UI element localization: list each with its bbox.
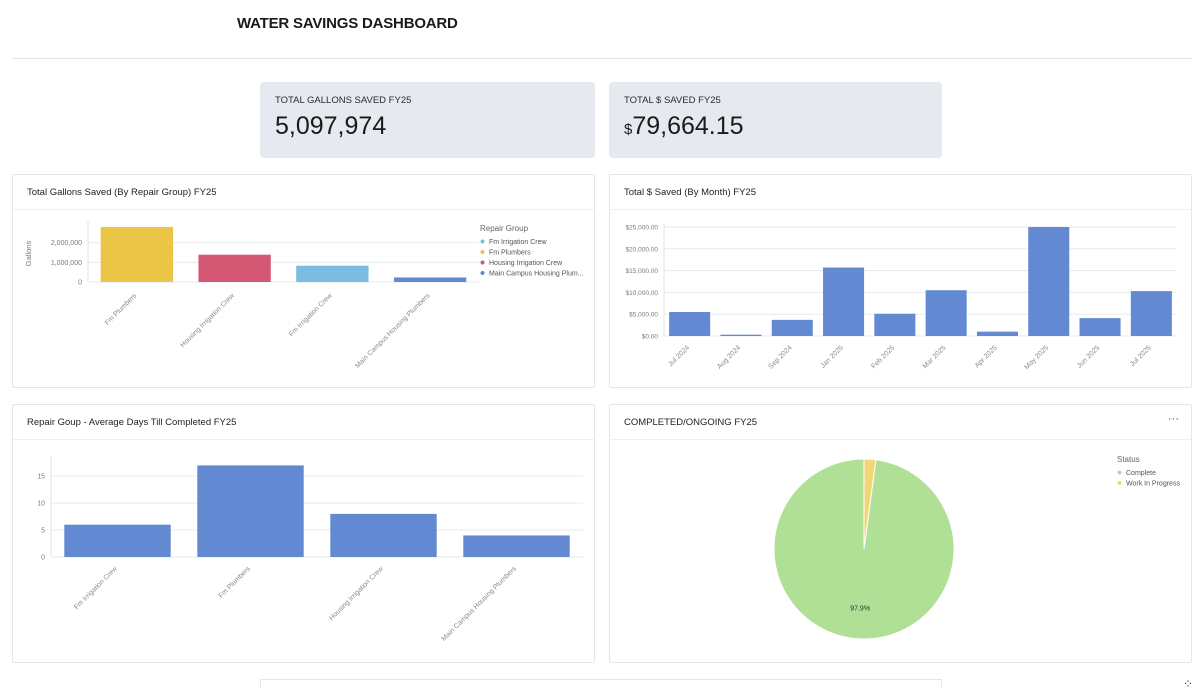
y-tick-label: 2,000,000 bbox=[51, 240, 82, 247]
panel-divider bbox=[610, 209, 1191, 210]
panel-title: Repair Goup - Average Days Till Complete… bbox=[27, 417, 237, 428]
x-tick-label: Feb 2025 bbox=[870, 344, 896, 370]
x-tick-label: Housing Irrigation Crew bbox=[328, 565, 385, 622]
x-tick-label: Main Campus Housing Plumbers bbox=[441, 565, 519, 643]
bar bbox=[393, 277, 467, 282]
avg-days-bar-chart: 0 5 10 15 Fm Irrigation Crew Fm Plumbers Housi… bbox=[37, 456, 583, 643]
panel-title: Total Gallons Saved (By Repair Group) FY… bbox=[27, 187, 217, 198]
bar bbox=[874, 313, 916, 336]
panel-completed-ongoing: COMPLETED/ONGOING FY25 ··· 97.9% Status Co… bbox=[609, 404, 1192, 663]
kpi-card-gallons: TOTAL GALLONS SAVED FY25 5,097,974 bbox=[260, 82, 595, 158]
bar bbox=[823, 267, 865, 336]
panel-title: COMPLETED/ONGOING FY25 bbox=[624, 417, 758, 428]
y-axis-label: Gallons bbox=[24, 241, 33, 267]
kpi-number: 5,097,974 bbox=[275, 112, 387, 140]
bar bbox=[771, 319, 813, 336]
kpi-label: TOTAL $ SAVED FY25 bbox=[624, 95, 721, 106]
next-panel-edge bbox=[260, 679, 942, 687]
x-tick-label: May 2025 bbox=[1023, 344, 1050, 371]
legend-label: Complete bbox=[1126, 470, 1156, 477]
panel-divider bbox=[13, 439, 594, 440]
x-tick-label: Fm Irrigation Crew bbox=[288, 292, 334, 338]
bar bbox=[1028, 227, 1070, 336]
bar bbox=[925, 290, 967, 336]
status-pie-chart: 97.9% Status Complete Work In Progress bbox=[773, 455, 1180, 640]
more-horizontal-icon[interactable]: ··· bbox=[1168, 413, 1179, 425]
page-title: WATER SAVINGS DASHBOARD bbox=[237, 15, 458, 32]
bar bbox=[197, 465, 304, 557]
bar bbox=[669, 312, 711, 336]
legend-swatch bbox=[480, 271, 485, 275]
legend-swatch bbox=[480, 260, 485, 265]
header-divider bbox=[12, 58, 1192, 59]
x-tick-label: Fm Irrigation Crew bbox=[73, 565, 119, 611]
x-tick-label: Fm Plumbers bbox=[218, 565, 253, 600]
x-tick-label: Jun 2025 bbox=[1076, 344, 1101, 369]
pie-slice bbox=[863, 458, 877, 550]
panel-divider bbox=[13, 209, 594, 210]
panel-dollars-by-month: Total $ Saved (By Month) FY25 $0.00 $5,00… bbox=[609, 174, 1192, 388]
x-tick-label: Sep 2024 bbox=[768, 344, 794, 370]
x-tick-label: Jul 2024 bbox=[667, 344, 691, 368]
y-tick-label: $15,000.00 bbox=[625, 268, 658, 275]
legend-label: Fm Irrigation Crew bbox=[489, 239, 548, 246]
bar bbox=[64, 524, 171, 557]
bar bbox=[198, 254, 271, 282]
legend-label: Housing Irrigation Crew bbox=[489, 260, 563, 267]
bar bbox=[463, 535, 570, 557]
panel-title: Total $ Saved (By Month) FY25 bbox=[624, 187, 757, 198]
loading-spinner-icon: ⁘ bbox=[1183, 677, 1194, 687]
bar bbox=[100, 226, 174, 282]
x-tick-label: Fm Plumbers bbox=[104, 292, 139, 327]
panel-avg-days: Repair Goup - Average Days Till Complete… bbox=[12, 404, 595, 663]
x-tick-label: Jan 2025 bbox=[820, 344, 845, 369]
legend-swatch bbox=[1117, 481, 1122, 485]
y-tick-label: 1,000,000 bbox=[51, 260, 82, 267]
dollars-bar-chart: $0.00 $5,000.00 $10,000.00 $15,000.00 $20,00… bbox=[625, 223, 1177, 371]
legend-label: Main Campus Housing Plum... bbox=[489, 271, 584, 278]
y-tick-label: 15 bbox=[37, 474, 45, 481]
y-tick-label: $0.00 bbox=[642, 334, 659, 341]
bar bbox=[330, 513, 437, 557]
y-tick-label: $20,000.00 bbox=[625, 246, 658, 253]
y-tick-label: $10,000.00 bbox=[625, 290, 658, 297]
kpi-card-dollars: TOTAL $ SAVED FY25 $79,664.15 bbox=[609, 82, 942, 158]
panel-divider bbox=[610, 439, 1191, 440]
gallons-bar-chart: 0 1,000,000 2,000,000 Fm Plumbers Housing Ir… bbox=[24, 221, 584, 370]
x-tick-label: Aug 2024 bbox=[716, 344, 742, 370]
panel-gallons-by-group: Total Gallons Saved (By Repair Group) FY… bbox=[12, 174, 595, 388]
bar bbox=[1079, 318, 1121, 336]
legend-label: Fm Plumbers bbox=[489, 250, 531, 257]
kpi-value: $79,664.15 bbox=[624, 112, 927, 141]
legend-label: Work In Progress bbox=[1126, 481, 1180, 488]
legend-swatch bbox=[1117, 470, 1122, 475]
x-tick-label: Main Campus Housing Plumbers bbox=[354, 292, 432, 370]
kpi-label: TOTAL GALLONS SAVED FY25 bbox=[275, 95, 412, 106]
bar bbox=[1130, 291, 1172, 336]
kpi-value: 5,097,974 bbox=[275, 112, 580, 141]
x-tick-label: Housing Irrigation Crew bbox=[179, 292, 236, 349]
kpi-prefix: $ bbox=[624, 121, 633, 138]
y-tick-label: 5 bbox=[41, 528, 45, 535]
x-tick-label: Mar 2025 bbox=[922, 344, 948, 370]
legend-title: Repair Group bbox=[480, 224, 529, 233]
bar bbox=[976, 331, 1018, 336]
legend-swatch bbox=[480, 239, 485, 244]
y-tick-label: 10 bbox=[37, 501, 45, 508]
y-tick-label: 0 bbox=[78, 280, 82, 287]
pie-data-label: 97.9% bbox=[850, 605, 870, 612]
y-tick-label: $5,000.00 bbox=[629, 312, 658, 319]
legend-swatch bbox=[480, 250, 485, 254]
y-tick-label: 0 bbox=[41, 555, 45, 562]
kpi-number: 79,664.15 bbox=[632, 112, 744, 140]
bar bbox=[720, 334, 762, 336]
bar bbox=[296, 265, 369, 282]
y-tick-label: $25,000.00 bbox=[625, 225, 658, 232]
legend-title: Status bbox=[1117, 455, 1140, 464]
x-tick-label: Jul 2025 bbox=[1129, 344, 1153, 368]
x-tick-label: Apr 2025 bbox=[974, 344, 999, 369]
